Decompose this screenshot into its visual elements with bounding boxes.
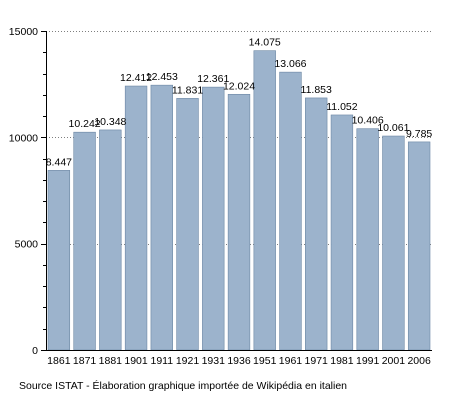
x-tick-label-1931: 1931	[202, 355, 226, 367]
data-label-1901: 12.412	[120, 72, 152, 84]
x-tick-label-1961: 1961	[279, 355, 303, 367]
y-tick-label: 15000	[9, 26, 38, 38]
source-caption: Source ISTAT - Élaboration graphique imp…	[19, 380, 348, 392]
bar-1861	[47, 170, 71, 351]
data-label-1871: 10.242	[69, 118, 101, 130]
data-label-2001: 10.061	[377, 122, 409, 134]
x-tick-label-1951: 1951	[253, 355, 277, 367]
bar-1911	[150, 84, 173, 351]
x-tick-label-1991: 1991	[356, 355, 380, 367]
data-label-2006: 9.785	[406, 128, 432, 140]
data-label-1961: 13.066	[274, 58, 306, 70]
data-label-1951: 14.075	[249, 37, 281, 49]
data-label-1936: 12.024	[223, 80, 255, 92]
bar-2006	[407, 141, 431, 351]
data-label-1911: 12.453	[146, 71, 178, 83]
bar-1931	[202, 86, 225, 351]
bar-1991	[356, 128, 379, 351]
x-tick-label-2006: 2006	[407, 355, 431, 367]
x-tick-label-2001: 2001	[382, 355, 406, 367]
data-label-1861: 8.447	[46, 156, 72, 168]
data-label-1981: 11.052	[326, 101, 357, 113]
bar-1971	[305, 97, 328, 351]
bar-1981	[330, 114, 354, 351]
bar-1921	[176, 98, 199, 351]
data-label-1881: 10.348	[94, 116, 126, 128]
x-tick-label-1981: 1981	[330, 355, 354, 367]
bar-1961	[279, 71, 302, 351]
x-tick-label-1871: 1871	[73, 355, 97, 367]
data-label-1931: 12.361	[197, 73, 229, 85]
x-tick-label-1921: 1921	[176, 355, 200, 367]
x-tick-label-1936: 1936	[227, 355, 251, 367]
x-tick-label-1971: 1971	[305, 355, 329, 367]
data-label-1991: 10.406	[352, 115, 384, 127]
y-tick-label: 5000	[15, 239, 39, 251]
x-tick-label-1881: 1881	[99, 355, 123, 367]
data-label-1971: 11.853	[301, 84, 332, 96]
y-tick-label: 0	[32, 345, 38, 357]
bar-1871	[73, 131, 96, 351]
x-tick-label-1901: 1901	[124, 355, 148, 367]
y-tick-label: 10000	[9, 132, 38, 144]
data-label-1921: 11.831	[172, 84, 203, 96]
x-tick-label-1911: 1911	[151, 355, 174, 367]
x-tick-label-1861: 1861	[47, 355, 71, 367]
bars	[47, 50, 431, 351]
bar-1901	[124, 85, 148, 351]
bar-1936	[227, 93, 251, 351]
bar-1881	[99, 129, 122, 351]
bar-1951	[253, 50, 276, 351]
bar-2001	[382, 135, 405, 351]
